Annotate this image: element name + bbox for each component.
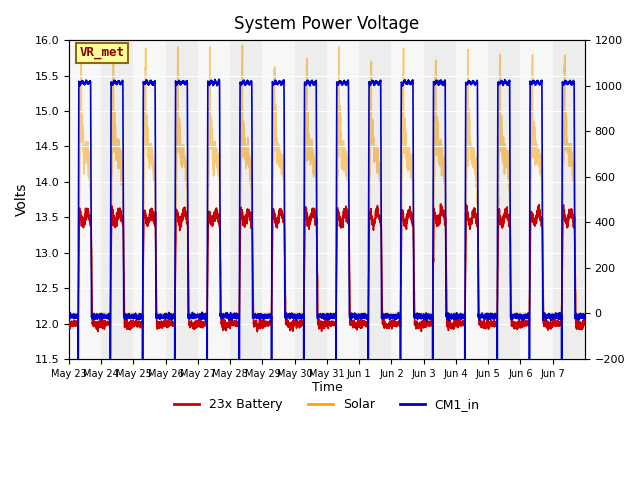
CM1_in bbox=[581, 313, 589, 319]
Legend: 23x Battery, Solar, CM1_in: 23x Battery, Solar, CM1_in bbox=[169, 394, 484, 417]
Bar bbox=[101, 40, 134, 359]
Solar bbox=[239, 42, 246, 48]
Bar bbox=[392, 40, 424, 359]
23x Battery bbox=[436, 201, 444, 207]
CM1_in bbox=[374, 80, 381, 86]
23x Battery bbox=[507, 288, 515, 294]
Bar bbox=[552, 40, 585, 359]
Bar bbox=[166, 40, 198, 359]
Line: CM1_in: CM1_in bbox=[69, 79, 585, 480]
Bar bbox=[134, 40, 166, 359]
CM1_in bbox=[346, 315, 354, 321]
CM1_in bbox=[65, 312, 73, 318]
Solar bbox=[172, 214, 180, 219]
Bar bbox=[456, 40, 488, 359]
CM1_in bbox=[215, 76, 223, 82]
CM1_in bbox=[172, 80, 180, 85]
X-axis label: Time: Time bbox=[312, 382, 342, 395]
Solar bbox=[346, 297, 354, 302]
23x Battery bbox=[172, 206, 180, 212]
Solar bbox=[65, 311, 73, 316]
Line: Solar: Solar bbox=[69, 45, 585, 313]
23x Battery bbox=[374, 203, 381, 208]
Bar bbox=[294, 40, 327, 359]
Line: 23x Battery: 23x Battery bbox=[69, 204, 585, 332]
23x Battery bbox=[65, 323, 73, 328]
Bar bbox=[69, 40, 101, 359]
Title: System Power Voltage: System Power Voltage bbox=[234, 15, 420, 33]
CM1_in bbox=[507, 314, 515, 320]
Bar bbox=[359, 40, 392, 359]
Bar bbox=[198, 40, 230, 359]
Y-axis label: Volts: Volts bbox=[15, 183, 29, 216]
Bar bbox=[327, 40, 359, 359]
Solar bbox=[507, 270, 515, 276]
23x Battery bbox=[468, 215, 476, 220]
Bar bbox=[262, 40, 294, 359]
Text: VR_met: VR_met bbox=[79, 47, 124, 60]
Solar bbox=[493, 291, 501, 297]
Bar bbox=[424, 40, 456, 359]
CM1_in bbox=[468, 80, 476, 86]
Solar bbox=[468, 161, 476, 167]
23x Battery bbox=[94, 329, 102, 335]
23x Battery bbox=[581, 318, 589, 324]
Bar bbox=[230, 40, 262, 359]
Solar bbox=[374, 152, 381, 157]
Bar bbox=[520, 40, 552, 359]
23x Battery bbox=[493, 281, 501, 287]
Bar bbox=[488, 40, 520, 359]
23x Battery bbox=[346, 296, 354, 302]
Solar bbox=[581, 311, 589, 316]
CM1_in bbox=[493, 202, 501, 208]
